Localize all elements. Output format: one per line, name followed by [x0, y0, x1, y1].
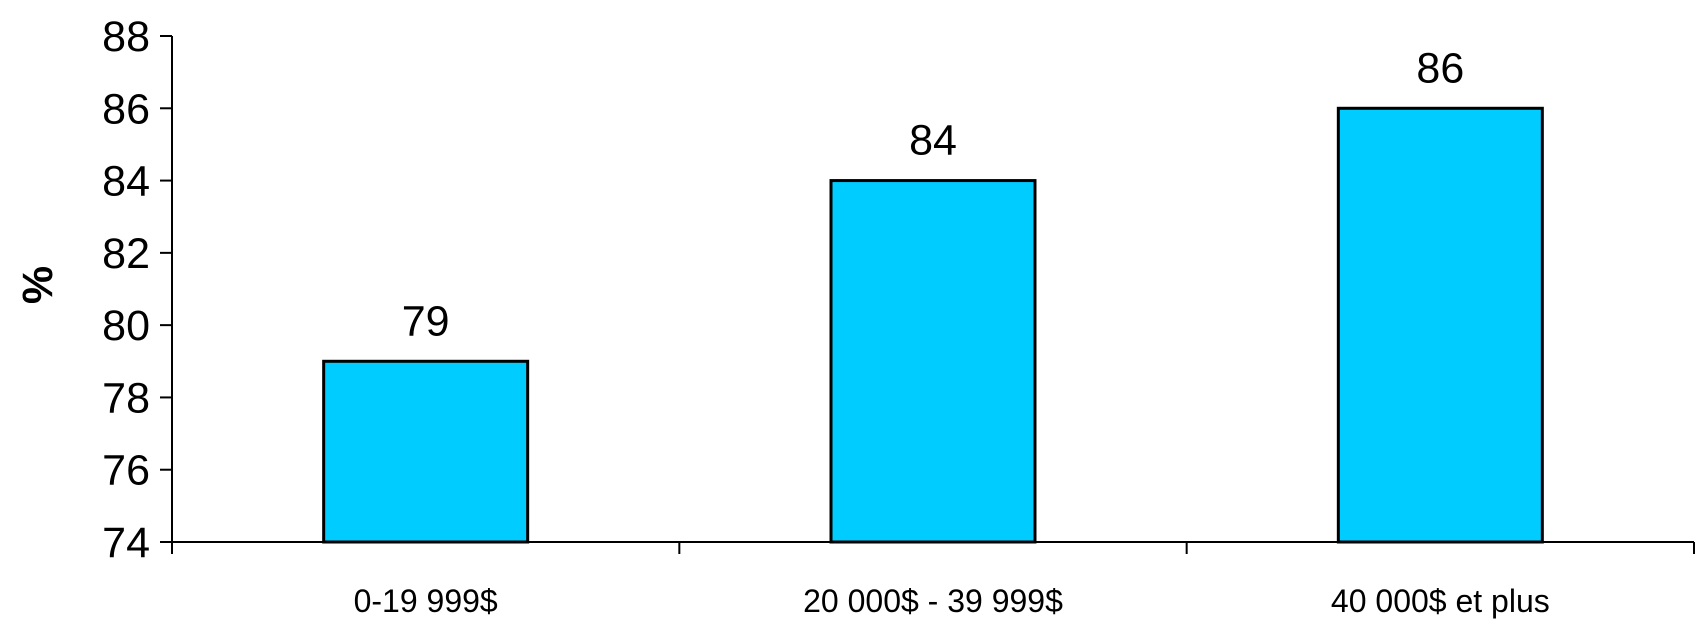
- data-label: 84: [909, 117, 957, 165]
- x-tick-label: 0-19 999$: [354, 583, 498, 619]
- data-label: 86: [1416, 44, 1464, 92]
- data-labels: 79 84 86: [402, 44, 1465, 345]
- x-tick-label: 40 000$ et plus: [1331, 583, 1550, 619]
- y-tick-label: 86: [102, 85, 150, 133]
- x-tick-label: 20 000$ - 39 999$: [803, 583, 1063, 619]
- bar: [1336, 106, 1544, 544]
- y-tick-label: 82: [102, 230, 150, 278]
- bar: [322, 359, 530, 544]
- bar: [829, 179, 1037, 544]
- y-axis: 74 76 78 80 82 84 86 88: [102, 13, 173, 567]
- y-tick-label: 80: [102, 302, 150, 350]
- x-axis: 0-19 999$ 20 000$ - 39 999$ 40 000$ et plu…: [171, 541, 1695, 619]
- y-tick-label: 76: [102, 447, 150, 495]
- data-label: 79: [402, 297, 450, 345]
- bars: [322, 106, 1544, 544]
- y-tick-label: 88: [102, 13, 150, 61]
- y-tick-label: 84: [102, 158, 150, 206]
- y-tick-label: 78: [102, 374, 150, 422]
- y-axis-label: %: [14, 266, 62, 304]
- y-tick-label: 74: [102, 519, 150, 567]
